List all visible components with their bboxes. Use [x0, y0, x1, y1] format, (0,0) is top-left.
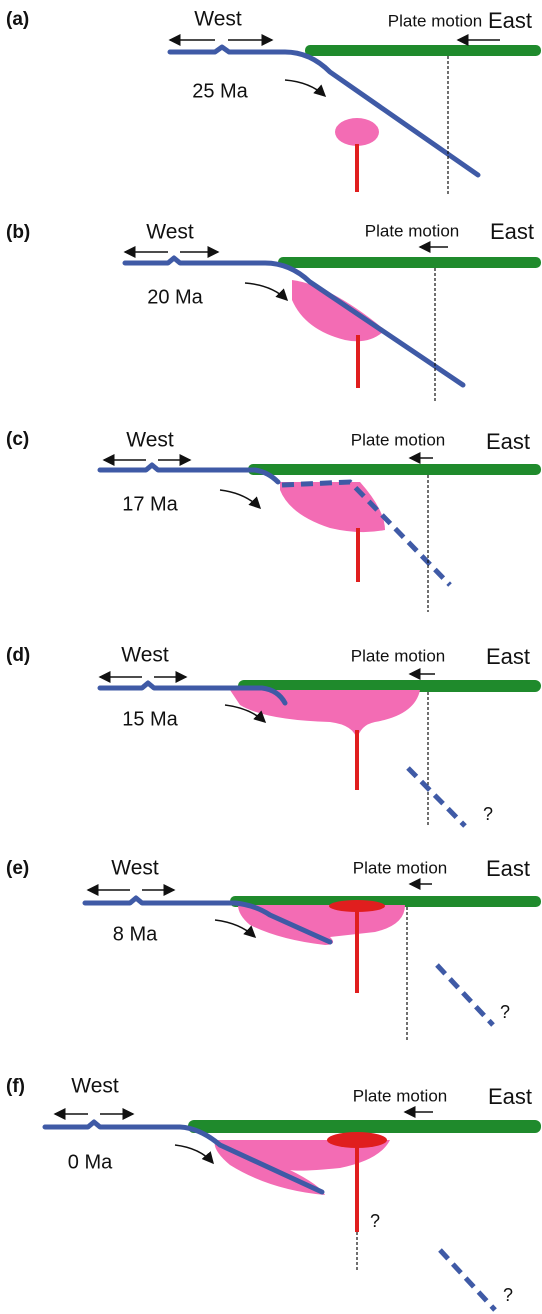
age-label: 8 Ma — [113, 923, 158, 945]
west-label: West — [71, 1075, 119, 1098]
panel-label: (e) — [6, 858, 29, 879]
west-label: West — [126, 429, 174, 452]
panel-label: (c) — [6, 429, 29, 450]
panel-label: (b) — [6, 222, 30, 243]
panel-label: (a) — [6, 9, 29, 30]
plate-motion-label: Plate motion — [388, 11, 483, 30]
east-label: East — [486, 429, 530, 454]
age-label: 15 Ma — [122, 708, 178, 730]
east-label: East — [488, 8, 532, 33]
plate — [305, 45, 541, 56]
plate — [248, 464, 541, 475]
panel-b: (b) West Plate motion East 20 Ma — [6, 219, 541, 402]
panel-f: (f) West ? Plate motion East 0 Ma ? — [6, 1075, 541, 1310]
question-mark: ? — [483, 804, 493, 824]
diagram: (a) West Plate motion East 25 Ma (b) Wes… — [0, 0, 542, 1314]
question-mark: ? — [370, 1211, 380, 1231]
panel-e: (e) West Plate motion East 8 Ma ? — [6, 856, 541, 1040]
question-mark: ? — [500, 1002, 510, 1022]
panel-d: (d) West Plate motion East 15 Ma ? — [6, 644, 541, 826]
plate-motion-label: Plate motion — [353, 1086, 448, 1105]
plate-motion-label: Plate motion — [353, 858, 448, 877]
page: {"panels": [ {"label": "(a)", "west": "W… — [0, 0, 542, 1314]
west-label: West — [194, 8, 242, 31]
panel-a: (a) West Plate motion East 25 Ma — [6, 8, 541, 195]
question-mark: ? — [503, 1285, 513, 1305]
east-label: East — [486, 856, 530, 881]
plume-head — [230, 690, 420, 740]
age-label: 0 Ma — [68, 1151, 113, 1173]
slab-dashed — [437, 965, 493, 1025]
east-label: East — [486, 644, 530, 669]
plate-motion-label: Plate motion — [365, 221, 460, 240]
plume-head — [215, 1140, 390, 1195]
plate-motion-label: Plate motion — [351, 430, 446, 449]
age-label: 25 Ma — [192, 80, 248, 102]
panel-label: (f) — [6, 1076, 25, 1097]
plate — [188, 1120, 541, 1133]
slab-dashed — [408, 768, 465, 826]
arrow — [220, 490, 260, 508]
arrow — [245, 283, 287, 300]
east-label: East — [488, 1084, 532, 1109]
west-label: West — [121, 644, 169, 667]
plume-head — [335, 118, 379, 146]
age-label: 20 Ma — [147, 286, 203, 308]
east-label: East — [490, 219, 534, 244]
arrow — [285, 80, 325, 96]
plume-head — [292, 280, 385, 341]
age-label: 17 Ma — [122, 493, 178, 515]
arrow — [175, 1145, 213, 1163]
plate-motion-label: Plate motion — [351, 646, 446, 665]
panel-c: (c) West Plate motion East 17 Ma — [6, 429, 541, 612]
west-label: West — [111, 857, 159, 880]
plate — [278, 257, 541, 268]
panel-label: (d) — [6, 645, 30, 666]
slab — [125, 258, 463, 385]
west-label: West — [146, 221, 194, 244]
plume-head — [280, 482, 385, 532]
slab — [170, 47, 478, 175]
slab-dashed — [440, 1250, 495, 1310]
